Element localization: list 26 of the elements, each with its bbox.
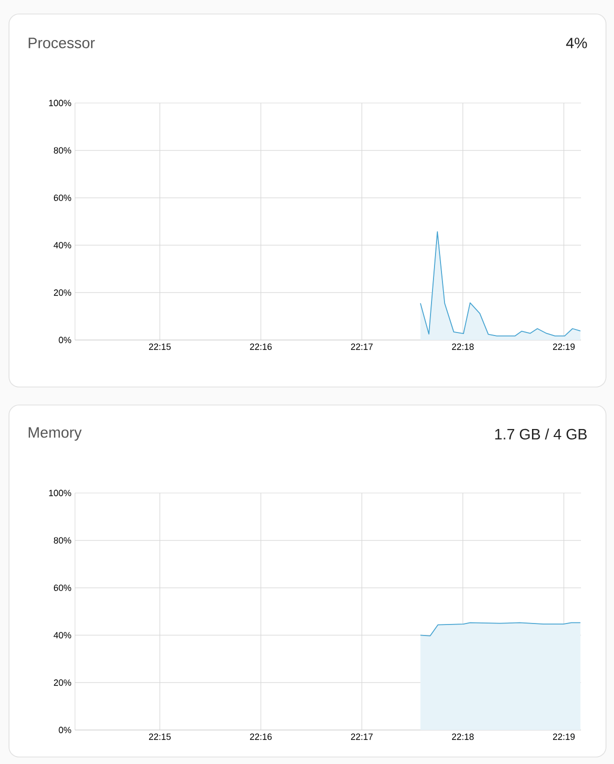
x-tick-label: 22:18 — [452, 344, 474, 350]
chart-subtitle: 1.7 GB / 4 GB — [495, 428, 587, 440]
y-tick-label: 80% — [54, 147, 72, 154]
x-tick-label: 22:16 — [250, 344, 272, 350]
y-tick-label: 20% — [54, 289, 72, 296]
chart-title: Processor — [28, 38, 95, 48]
y-tick-label: 20% — [54, 679, 72, 686]
y-tick-label: 0% — [58, 336, 72, 344]
y-tick-label: 40% — [54, 632, 72, 638]
chart-title: Memory — [28, 427, 82, 441]
y-tick-label: 60% — [54, 584, 72, 591]
x-tick-label: 22:15 — [149, 734, 171, 740]
y-tick-label: 40% — [54, 242, 72, 248]
x-tick-label: 22:18 — [452, 734, 474, 740]
y-tick-label: 100% — [49, 490, 72, 496]
x-tick-label: 22:16 — [250, 734, 272, 740]
x-tick-label: 22:19 — [553, 734, 575, 740]
y-tick-label: 100% — [49, 100, 72, 106]
chart-subtitle: 4% — [566, 38, 587, 48]
x-tick-label: 22:17 — [351, 344, 373, 350]
x-tick-label: 22:19 — [553, 344, 575, 350]
x-tick-label: 22:17 — [351, 734, 373, 740]
y-tick-label: 60% — [54, 194, 72, 201]
y-tick-label: 80% — [54, 537, 72, 544]
x-tick-label: 22:15 — [149, 344, 171, 350]
y-tick-label: 0% — [58, 726, 72, 734]
